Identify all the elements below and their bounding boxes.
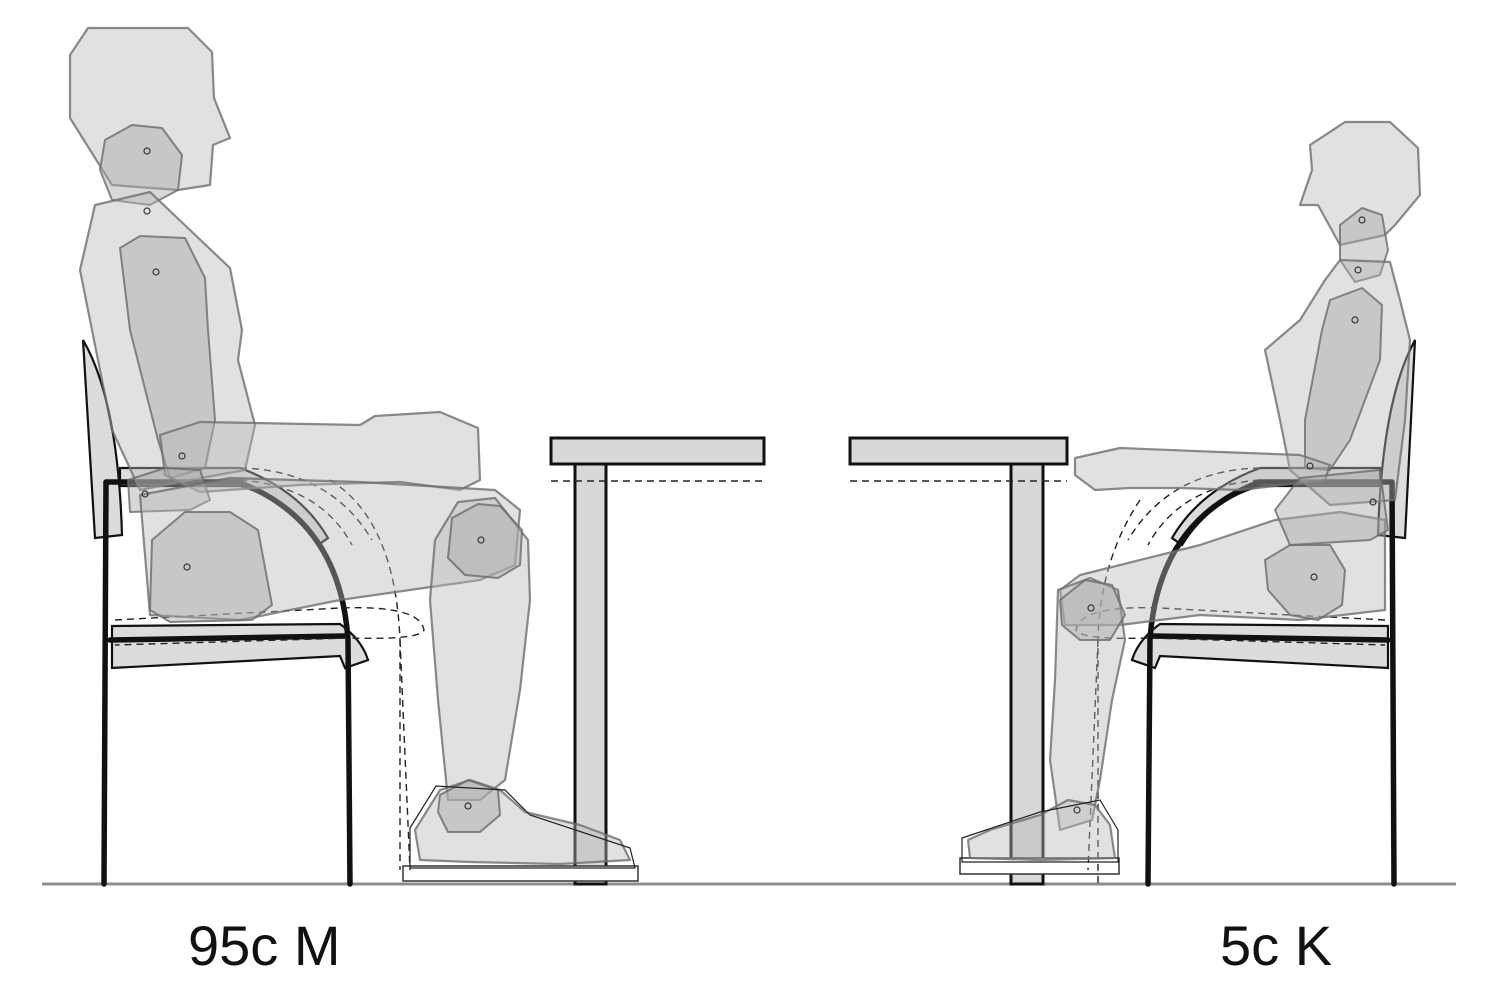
right-figure-back-seg [1274, 469, 1389, 546]
left-figure-upper-arm [119, 235, 216, 479]
left-figure-hip [149, 511, 273, 623]
right-figure-upper-arm [1304, 287, 1383, 471]
right-figure-foot [966, 798, 1117, 862]
right-figure-label: 5c K [1220, 914, 1333, 977]
left-chair-frame [101, 479, 353, 887]
right-joint-knee [1087, 604, 1095, 612]
left-joint-neck [143, 207, 151, 215]
right-joint-shoulder [1351, 316, 1359, 324]
right-dashed-knee-line [1087, 639, 1099, 871]
left-figure-neck [99, 124, 183, 206]
left-table [549, 436, 766, 886]
right-joint-ankle [1073, 806, 1081, 814]
left-figure-head [68, 26, 232, 192]
left-joint-knee [477, 536, 485, 544]
right-dashed-seat-outline [1075, 606, 1386, 646]
right-joint-neck [1358, 216, 1366, 224]
right-figure-forearm [1073, 446, 1332, 492]
left-figure-forearm [158, 410, 482, 494]
left-joint-head [143, 147, 151, 155]
left-dashed-knee-line [399, 639, 411, 871]
left-footrest [402, 865, 639, 882]
left-joint-ankle [464, 802, 472, 810]
right-chair-frame [1145, 479, 1397, 887]
right-figure-torso [1263, 258, 1412, 507]
right-dashed-arm-arc-2 [1147, 479, 1261, 546]
left-joint-elbow [178, 452, 186, 460]
right-table [848, 436, 1069, 886]
right-table-top [848, 436, 1069, 466]
left-table-leg [573, 462, 608, 886]
left-figure-thigh [138, 476, 522, 622]
left-figure-torso [78, 190, 257, 492]
left-chair-seat-rail [107, 633, 348, 643]
left-dashed-leg-line [329, 479, 401, 870]
left-joint-hip [183, 563, 191, 571]
right-joint-hip [1310, 573, 1318, 581]
right-joint-back [1369, 498, 1377, 506]
right-chair-backrest [1376, 339, 1417, 540]
left-joint-shoulder [152, 268, 160, 276]
left-dashed-seat-outline [114, 606, 425, 646]
right-figure-head [1298, 120, 1422, 247]
right-chair [1130, 339, 1417, 887]
right-figure-shoe-outline [961, 799, 1119, 863]
right-chair-seat [1130, 622, 1390, 670]
right-table-leg [1009, 462, 1045, 886]
right-figure-thigh [1058, 510, 1387, 627]
left-table-top [549, 436, 766, 466]
right-joint-elbow [1306, 462, 1314, 470]
right-figure-knee [1059, 579, 1126, 641]
left-joint-wrist [141, 490, 149, 498]
left-figure-ankle [437, 779, 501, 833]
left-figure-shoe-outline [409, 785, 636, 869]
right-chair-seat-rail [1150, 633, 1391, 643]
left-dashed-arm-arc-2 [239, 479, 353, 546]
left-figure-knee [447, 503, 523, 579]
left-seated-figure [68, 26, 636, 871]
right-joint-neck-lower [1354, 266, 1362, 274]
left-figure-label: 95c M [188, 914, 341, 977]
right-seated-figure [961, 120, 1422, 884]
left-chair-seat [110, 622, 370, 670]
right-dashed-leg-line [1097, 499, 1141, 884]
